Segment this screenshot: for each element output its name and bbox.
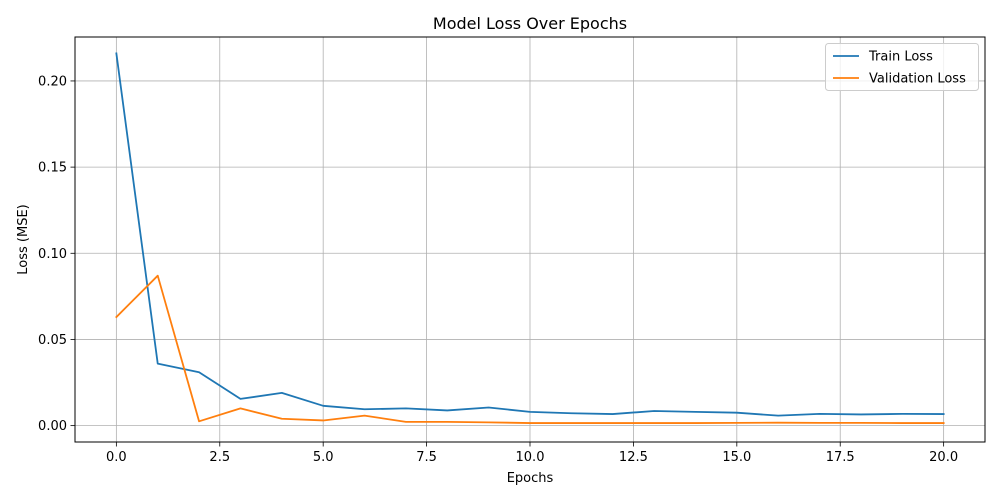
x-tick-label: 7.5 bbox=[416, 450, 437, 465]
x-tick-label: 2.5 bbox=[209, 450, 230, 465]
x-tick-label: 0.0 bbox=[106, 450, 127, 465]
y-axis-ticks: 0.00 0.05 0.10 0.15 0.20 bbox=[38, 74, 75, 434]
x-tick-label: 15.0 bbox=[722, 450, 751, 465]
legend-label-train-loss: Train Loss bbox=[868, 50, 933, 65]
x-tick-label: 12.5 bbox=[619, 450, 648, 465]
x-tick-label: 10.0 bbox=[516, 450, 545, 465]
x-axis-label: Epochs bbox=[507, 471, 554, 486]
series-line-validation-loss bbox=[115, 274, 945, 424]
y-tick-label: 0.10 bbox=[38, 247, 67, 262]
grid bbox=[75, 37, 985, 442]
x-tick-label: 17.5 bbox=[826, 450, 855, 465]
y-tick-label: 0.15 bbox=[38, 161, 67, 176]
series-lines bbox=[115, 52, 945, 424]
legend: Train Loss Validation Loss bbox=[825, 43, 979, 91]
y-tick-label: 0.20 bbox=[38, 74, 67, 89]
legend-box bbox=[825, 43, 979, 91]
y-axis-label: Loss (MSE) bbox=[16, 204, 31, 274]
legend-label-validation-loss: Validation Loss bbox=[869, 72, 966, 87]
y-tick-label: 0.05 bbox=[38, 333, 67, 348]
chart-title: Model Loss Over Epochs bbox=[433, 14, 627, 33]
x-axis-ticks: 0.0 2.5 5.0 7.5 10.0 12.5 15.0 17.5 20.0 bbox=[106, 442, 958, 465]
x-tick-label: 20.0 bbox=[929, 450, 958, 465]
y-tick-label: 0.00 bbox=[38, 419, 67, 434]
x-tick-label: 5.0 bbox=[313, 450, 334, 465]
series-line-train-loss bbox=[115, 52, 945, 417]
